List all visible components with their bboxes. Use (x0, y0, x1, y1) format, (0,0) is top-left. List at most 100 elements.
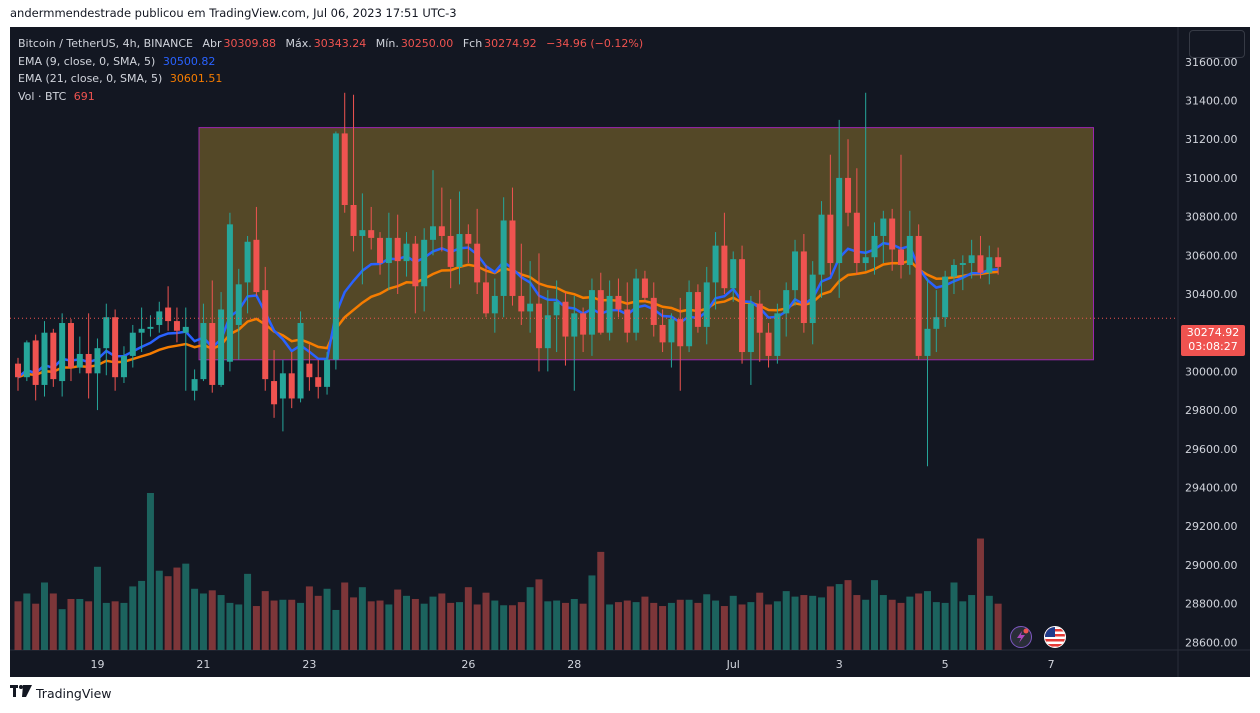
volume-bar (923, 591, 931, 650)
volume-bar (305, 586, 313, 650)
candle-body (950, 264, 957, 277)
volume-bar (394, 589, 402, 650)
candle-body (588, 290, 595, 335)
candle-body (235, 284, 242, 325)
volume-bar (667, 602, 675, 650)
candle-body (368, 230, 375, 238)
candle-body (129, 332, 136, 356)
candle-body (889, 218, 896, 250)
volume-bar (120, 602, 128, 650)
legend-ema21-row[interactable]: EMA (21, close, 0, SMA, 5) 30601.51 (18, 70, 643, 88)
time-tick-label: 26 (461, 658, 475, 671)
ema9-line (17, 241, 999, 379)
volume-bar (712, 600, 720, 650)
candle-body (800, 251, 807, 324)
volume-bar (270, 600, 278, 650)
volume-bar (729, 595, 737, 650)
candle-body (482, 282, 489, 314)
volume-bar (244, 573, 252, 650)
volume-bar (332, 609, 340, 650)
chart-settings-button[interactable] (1189, 30, 1245, 58)
volume-bar (341, 582, 349, 650)
legend-symbol-row: Bitcoin / TetherUS, 4h, BINANCE Abr 30309… (18, 35, 643, 53)
candle-body (747, 303, 754, 353)
price-tick-label: 29600.00 (1185, 443, 1238, 456)
symbol-label[interactable]: Bitcoin / TetherUS, 4h, BINANCE (18, 37, 194, 50)
candle-body (23, 342, 30, 378)
candle-body (712, 245, 719, 283)
lightning-icon[interactable] (1010, 626, 1032, 648)
volume-bar (500, 605, 508, 650)
volume-bar (738, 604, 746, 650)
candle-body (262, 290, 269, 380)
price-tick-label: 29400.00 (1185, 481, 1238, 494)
candle-body (244, 241, 251, 283)
brand-name: TradingView (36, 685, 112, 701)
candle-body (959, 263, 966, 265)
candle-body (447, 235, 454, 267)
candle-body (906, 235, 913, 265)
bar-countdown: 03:08:27 (1188, 340, 1238, 353)
chart-area[interactable]: 28600.00 28800.00 29000.00 29200.00 29400.00… (10, 27, 1250, 677)
candlestick-chart[interactable]: 28600.00 28800.00 29000.00 29200.00 29400.00… (10, 27, 1250, 677)
price-tick-label: 29800.00 (1185, 404, 1238, 417)
volume-bar (146, 493, 154, 650)
price-tick-label: 28600.00 (1185, 636, 1238, 649)
volume-bar (959, 601, 967, 650)
candle-body (156, 311, 163, 325)
volume-bar (809, 595, 817, 650)
volume-bar (818, 597, 826, 650)
candle-body (765, 332, 772, 356)
us-flag-icon[interactable] (1044, 626, 1066, 648)
candle-body (32, 340, 39, 385)
time-tick-label: 28 (567, 658, 581, 671)
candle-body (200, 323, 207, 380)
volume-bar (288, 599, 296, 650)
volume-bar (491, 600, 499, 650)
volume-bar (517, 602, 525, 650)
volume-bar (694, 602, 702, 650)
ema9-value: 30500.82 (162, 54, 216, 68)
candle-body (306, 363, 313, 378)
volume-bar (49, 593, 57, 650)
candle-body (527, 303, 534, 312)
range-box (198, 127, 1094, 361)
volume-bar (597, 551, 605, 650)
tradingview-logo-icon (10, 685, 32, 701)
candle-body (853, 212, 860, 264)
ema21-value: 30601.51 (169, 72, 223, 85)
legend-ema9-row[interactable]: EMA (9, close, 0, SMA, 5) 30500.82 (18, 53, 643, 71)
volume-bar (235, 604, 243, 650)
candle-body (633, 278, 640, 333)
time-tick-label: Jul (726, 658, 740, 671)
price-tick-label: 31600.00 (1185, 56, 1238, 69)
volume-bar (976, 538, 984, 650)
close-value: 30274.92 (484, 37, 537, 50)
volume-bar (376, 600, 384, 650)
footer-brand[interactable]: TradingView (10, 685, 112, 701)
candle-body (774, 313, 781, 356)
candle-body (862, 257, 869, 264)
open-value: 30309.88 (223, 37, 277, 50)
time-tick-label: 19 (90, 658, 104, 671)
volume-value: 691 (73, 89, 95, 103)
legend-volume-row[interactable]: Vol · BTC 691 (18, 88, 643, 106)
close-label: Fch (462, 37, 483, 50)
volume-bar (994, 603, 1002, 650)
candle-body (995, 257, 1002, 267)
volume-bar (906, 596, 914, 650)
candle-body (783, 290, 790, 314)
candle-body (385, 237, 392, 264)
volume-bar (614, 602, 622, 650)
volume-bar (641, 596, 649, 650)
volume-bar (791, 596, 799, 650)
candle-body (173, 321, 180, 331)
volume-bar (420, 603, 428, 650)
volume-bar (985, 595, 993, 650)
volume-bar (350, 597, 358, 650)
price-tick-label: 31400.00 (1185, 95, 1238, 108)
candle-body (571, 313, 578, 337)
volume-bar (941, 602, 949, 650)
candle-body (15, 363, 21, 378)
candle-body (518, 295, 525, 312)
